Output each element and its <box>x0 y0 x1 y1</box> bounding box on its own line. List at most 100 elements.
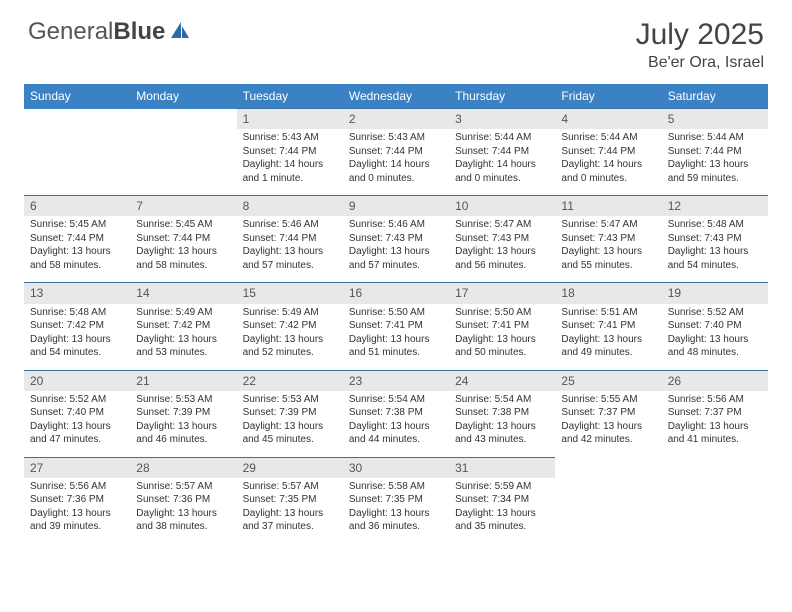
day-number: 27 <box>24 458 130 478</box>
sunrise-line: Sunrise: 5:58 AM <box>349 480 443 494</box>
day-content: Sunrise: 5:45 AMSunset: 7:44 PMDaylight:… <box>24 216 130 282</box>
sunrise-line: Sunrise: 5:57 AM <box>136 480 230 494</box>
sail-icon <box>169 20 191 45</box>
sunrise-line: Sunrise: 5:54 AM <box>455 393 549 407</box>
sunset-line: Sunset: 7:35 PM <box>349 493 443 507</box>
sunrise-line: Sunrise: 5:52 AM <box>668 306 762 320</box>
calendar-week: 1Sunrise: 5:43 AMSunset: 7:44 PMDaylight… <box>24 109 768 196</box>
calendar-week: 27Sunrise: 5:56 AMSunset: 7:36 PMDayligh… <box>24 457 768 544</box>
sunset-line: Sunset: 7:44 PM <box>30 232 124 246</box>
day-number: 8 <box>237 196 343 216</box>
calendar-cell <box>662 457 768 544</box>
sunrise-line: Sunrise: 5:55 AM <box>561 393 655 407</box>
calendar-cell: 10Sunrise: 5:47 AMSunset: 7:43 PMDayligh… <box>449 196 555 283</box>
day-number: 22 <box>237 371 343 391</box>
calendar-week: 20Sunrise: 5:52 AMSunset: 7:40 PMDayligh… <box>24 370 768 457</box>
sunrise-line: Sunrise: 5:48 AM <box>668 218 762 232</box>
day-content: Sunrise: 5:45 AMSunset: 7:44 PMDaylight:… <box>130 216 236 282</box>
day-number: 2 <box>343 109 449 129</box>
day-content: Sunrise: 5:46 AMSunset: 7:44 PMDaylight:… <box>237 216 343 282</box>
day-content: Sunrise: 5:44 AMSunset: 7:44 PMDaylight:… <box>555 129 661 195</box>
calendar-cell: 19Sunrise: 5:52 AMSunset: 7:40 PMDayligh… <box>662 283 768 370</box>
sunset-line: Sunset: 7:43 PM <box>455 232 549 246</box>
weekday-header: Friday <box>555 84 661 109</box>
daylight-line: Daylight: 13 hours and 56 minutes. <box>455 245 549 272</box>
day-content: Sunrise: 5:46 AMSunset: 7:43 PMDaylight:… <box>343 216 449 282</box>
weekday-header: Sunday <box>24 84 130 109</box>
calendar-cell: 9Sunrise: 5:46 AMSunset: 7:43 PMDaylight… <box>343 196 449 283</box>
sunrise-line: Sunrise: 5:53 AM <box>136 393 230 407</box>
daylight-line: Daylight: 13 hours and 43 minutes. <box>455 420 549 447</box>
calendar-cell: 7Sunrise: 5:45 AMSunset: 7:44 PMDaylight… <box>130 196 236 283</box>
day-content: Sunrise: 5:49 AMSunset: 7:42 PMDaylight:… <box>130 304 236 370</box>
sunset-line: Sunset: 7:42 PM <box>136 319 230 333</box>
day-content: Sunrise: 5:53 AMSunset: 7:39 PMDaylight:… <box>130 391 236 457</box>
sunset-line: Sunset: 7:37 PM <box>561 406 655 420</box>
calendar-body: 1Sunrise: 5:43 AMSunset: 7:44 PMDaylight… <box>24 109 768 544</box>
calendar-week: 6Sunrise: 5:45 AMSunset: 7:44 PMDaylight… <box>24 196 768 283</box>
day-number: 12 <box>662 196 768 216</box>
daylight-line: Daylight: 13 hours and 53 minutes. <box>136 333 230 360</box>
calendar-table: SundayMondayTuesdayWednesdayThursdayFrid… <box>24 84 768 544</box>
weekday-header: Saturday <box>662 84 768 109</box>
day-content: Sunrise: 5:50 AMSunset: 7:41 PMDaylight:… <box>449 304 555 370</box>
day-number: 28 <box>130 458 236 478</box>
sunset-line: Sunset: 7:44 PM <box>243 232 337 246</box>
day-content: Sunrise: 5:51 AMSunset: 7:41 PMDaylight:… <box>555 304 661 370</box>
location: Be'er Ora, Israel <box>636 54 764 72</box>
sunset-line: Sunset: 7:36 PM <box>136 493 230 507</box>
calendar-cell: 24Sunrise: 5:54 AMSunset: 7:38 PMDayligh… <box>449 370 555 457</box>
day-content: Sunrise: 5:48 AMSunset: 7:43 PMDaylight:… <box>662 216 768 282</box>
sunrise-line: Sunrise: 5:56 AM <box>30 480 124 494</box>
daylight-line: Daylight: 14 hours and 0 minutes. <box>561 158 655 185</box>
daylight-line: Daylight: 13 hours and 58 minutes. <box>136 245 230 272</box>
sunset-line: Sunset: 7:44 PM <box>349 145 443 159</box>
day-content: Sunrise: 5:50 AMSunset: 7:41 PMDaylight:… <box>343 304 449 370</box>
calendar-cell: 3Sunrise: 5:44 AMSunset: 7:44 PMDaylight… <box>449 109 555 196</box>
calendar-header: SundayMondayTuesdayWednesdayThursdayFrid… <box>24 84 768 109</box>
day-content: Sunrise: 5:54 AMSunset: 7:38 PMDaylight:… <box>343 391 449 457</box>
daylight-line: Daylight: 13 hours and 44 minutes. <box>349 420 443 447</box>
calendar-cell: 27Sunrise: 5:56 AMSunset: 7:36 PMDayligh… <box>24 457 130 544</box>
day-number: 21 <box>130 371 236 391</box>
sunrise-line: Sunrise: 5:43 AM <box>349 131 443 145</box>
daylight-line: Daylight: 13 hours and 37 minutes. <box>243 507 337 534</box>
sunset-line: Sunset: 7:41 PM <box>455 319 549 333</box>
sunrise-line: Sunrise: 5:47 AM <box>561 218 655 232</box>
sunrise-line: Sunrise: 5:50 AM <box>455 306 549 320</box>
calendar-cell: 1Sunrise: 5:43 AMSunset: 7:44 PMDaylight… <box>237 109 343 196</box>
calendar-cell: 5Sunrise: 5:44 AMSunset: 7:44 PMDaylight… <box>662 109 768 196</box>
calendar-cell: 29Sunrise: 5:57 AMSunset: 7:35 PMDayligh… <box>237 457 343 544</box>
day-content: Sunrise: 5:49 AMSunset: 7:42 PMDaylight:… <box>237 304 343 370</box>
day-number: 6 <box>24 196 130 216</box>
sunset-line: Sunset: 7:39 PM <box>136 406 230 420</box>
day-number: 30 <box>343 458 449 478</box>
calendar-week: 13Sunrise: 5:48 AMSunset: 7:42 PMDayligh… <box>24 283 768 370</box>
daylight-line: Daylight: 13 hours and 38 minutes. <box>136 507 230 534</box>
daylight-line: Daylight: 13 hours and 54 minutes. <box>668 245 762 272</box>
sunrise-line: Sunrise: 5:56 AM <box>668 393 762 407</box>
sunrise-line: Sunrise: 5:57 AM <box>243 480 337 494</box>
calendar-cell: 25Sunrise: 5:55 AMSunset: 7:37 PMDayligh… <box>555 370 661 457</box>
weekday-header: Wednesday <box>343 84 449 109</box>
day-content: Sunrise: 5:55 AMSunset: 7:37 PMDaylight:… <box>555 391 661 457</box>
sunrise-line: Sunrise: 5:44 AM <box>455 131 549 145</box>
sunrise-line: Sunrise: 5:51 AM <box>561 306 655 320</box>
sunrise-line: Sunrise: 5:49 AM <box>136 306 230 320</box>
sunset-line: Sunset: 7:36 PM <box>30 493 124 507</box>
day-content: Sunrise: 5:56 AMSunset: 7:37 PMDaylight:… <box>662 391 768 457</box>
day-number: 16 <box>343 283 449 303</box>
sunset-line: Sunset: 7:43 PM <box>349 232 443 246</box>
calendar-cell: 31Sunrise: 5:59 AMSunset: 7:34 PMDayligh… <box>449 457 555 544</box>
calendar-cell: 23Sunrise: 5:54 AMSunset: 7:38 PMDayligh… <box>343 370 449 457</box>
sunset-line: Sunset: 7:40 PM <box>30 406 124 420</box>
calendar-cell: 15Sunrise: 5:49 AMSunset: 7:42 PMDayligh… <box>237 283 343 370</box>
daylight-line: Daylight: 14 hours and 0 minutes. <box>455 158 549 185</box>
day-number: 5 <box>662 109 768 129</box>
daylight-line: Daylight: 13 hours and 42 minutes. <box>561 420 655 447</box>
day-number: 24 <box>449 371 555 391</box>
calendar-cell: 21Sunrise: 5:53 AMSunset: 7:39 PMDayligh… <box>130 370 236 457</box>
day-number: 18 <box>555 283 661 303</box>
daylight-line: Daylight: 13 hours and 48 minutes. <box>668 333 762 360</box>
day-content: Sunrise: 5:52 AMSunset: 7:40 PMDaylight:… <box>662 304 768 370</box>
